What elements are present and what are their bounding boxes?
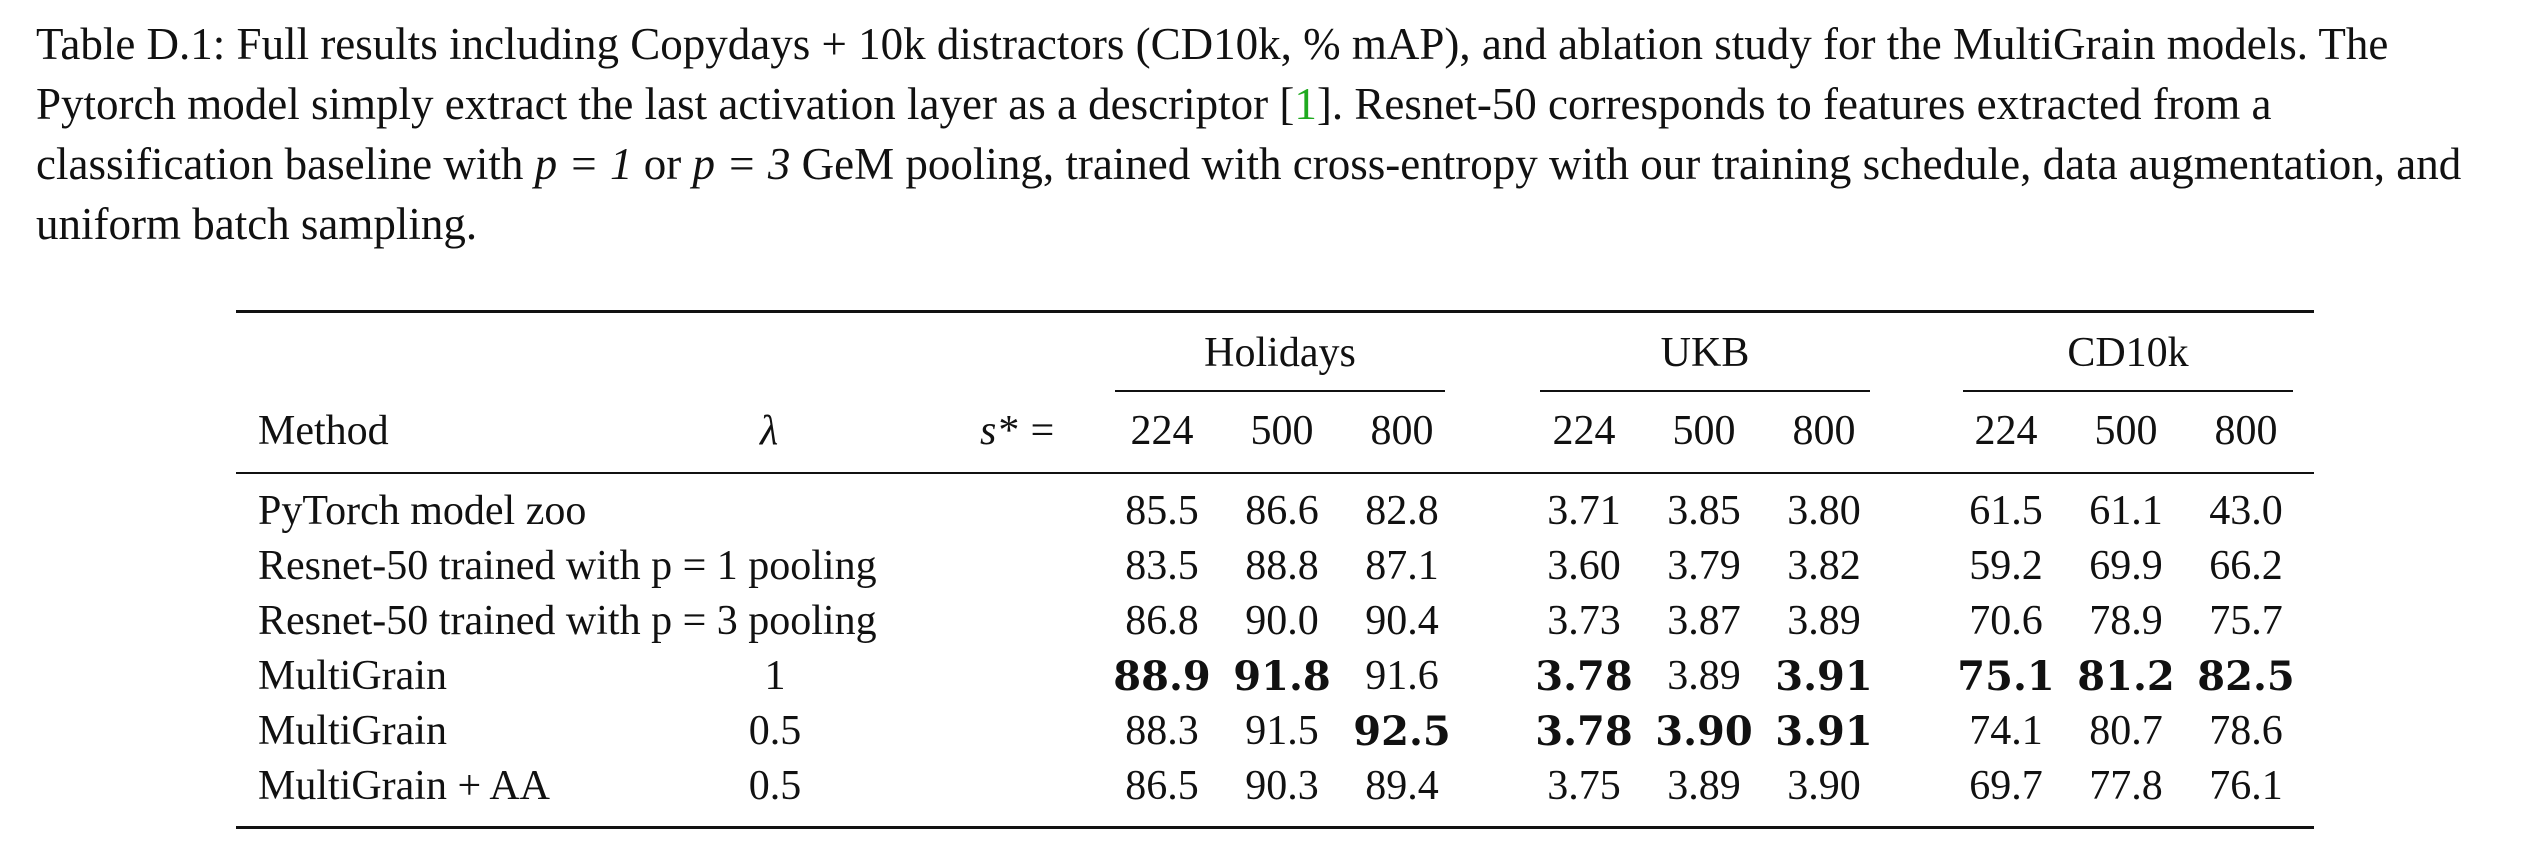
value-cell: 3.60: [1547, 543, 1621, 589]
s-star-header: s* =: [980, 408, 1057, 454]
value-cell: 69.9: [2089, 543, 2163, 589]
group-header-cd10k: CD10k: [2067, 330, 2189, 376]
size-header: 500: [2094, 408, 2158, 454]
value-cell: 3.80: [1787, 488, 1861, 534]
bottom-rule: [236, 826, 2314, 829]
caption-text-2: ]. Resnet-50 corresponds to features ext…: [36, 79, 2272, 189]
group-header-ukb: UKB: [1660, 330, 1750, 376]
value-cell: 91.8: [1233, 653, 1331, 700]
lambda-cell: 0.5: [748, 708, 802, 754]
method-cell: MultiGrain: [258, 653, 447, 699]
value-cell: 85.5: [1125, 488, 1199, 534]
value-cell: 74.1: [1969, 708, 2043, 754]
value-cell: 82.5: [2197, 653, 2295, 700]
value-cell: 77.8: [2089, 763, 2163, 809]
size-header: 224: [1974, 408, 2038, 454]
cmidrule-ukb: [1540, 390, 1870, 392]
value-cell: 3.71: [1547, 488, 1621, 534]
value-cell: 86.5: [1125, 763, 1199, 809]
value-cell: 92.5: [1353, 708, 1451, 755]
size-header: 800: [1792, 408, 1856, 454]
value-cell: 75.7: [2209, 598, 2283, 644]
size-header: 500: [1672, 408, 1736, 454]
value-cell: 3.89: [1667, 653, 1741, 699]
mid-rule: [236, 472, 2314, 474]
size-header: 800: [1370, 408, 1434, 454]
caption-formula-p1: p = 1: [534, 139, 633, 189]
citation-link[interactable]: 1: [1294, 79, 1317, 129]
caption-formula-p3: p = 3: [692, 139, 791, 189]
method-header: Method: [258, 408, 389, 454]
top-rule: [236, 310, 2314, 313]
value-cell: 82.8: [1365, 488, 1439, 534]
cmidrule-cd10k: [1963, 390, 2293, 392]
value-cell: 3.78: [1535, 708, 1633, 755]
value-cell: 3.89: [1667, 763, 1741, 809]
value-cell: 66.2: [2209, 543, 2283, 589]
value-cell: 3.91: [1775, 653, 1873, 700]
value-cell: 88.8: [1245, 543, 1319, 589]
value-cell: 3.85: [1667, 488, 1741, 534]
value-cell: 76.1: [2209, 763, 2283, 809]
size-header: 224: [1552, 408, 1616, 454]
value-cell: 3.89: [1787, 598, 1861, 644]
size-header: 500: [1250, 408, 1314, 454]
method-cell: PyTorch model zoo: [258, 488, 587, 534]
value-cell: 91.6: [1365, 653, 1439, 699]
value-cell: 78.6: [2209, 708, 2283, 754]
value-cell: 83.5: [1125, 543, 1199, 589]
value-cell: 61.1: [2089, 488, 2163, 534]
value-cell: 88.9: [1113, 653, 1211, 700]
value-cell: 90.4: [1365, 598, 1439, 644]
value-cell: 3.78: [1535, 653, 1633, 700]
value-cell: 59.2: [1969, 543, 2043, 589]
size-header: 800: [2214, 408, 2278, 454]
value-cell: 80.7: [2089, 708, 2163, 754]
method-cell: MultiGrain: [258, 708, 447, 754]
method-cell: Resnet-50 trained with p = 1 pooling: [258, 543, 877, 589]
table-caption: Table D.1: Full results including Copyda…: [36, 14, 2516, 254]
value-cell: 43.0: [2209, 488, 2283, 534]
value-cell: 75.1: [1957, 653, 2055, 700]
value-cell: 3.82: [1787, 543, 1861, 589]
method-cell: Resnet-50 trained with p = 3 pooling: [258, 598, 877, 644]
caption-text-3: GeM pooling, trained with cross-entropy …: [36, 139, 2462, 249]
value-cell: 86.6: [1245, 488, 1319, 534]
caption-text-1: Table D.1: Full results including Copyda…: [36, 19, 2389, 129]
value-cell: 87.1: [1365, 543, 1439, 589]
value-cell: 61.5: [1969, 488, 2043, 534]
value-cell: 3.75: [1547, 763, 1621, 809]
method-cell: MultiGrain + AA: [258, 763, 551, 809]
caption-text-or: or: [632, 139, 693, 189]
value-cell: 86.8: [1125, 598, 1199, 644]
value-cell: 78.9: [2089, 598, 2163, 644]
group-header-holidays: Holidays: [1204, 330, 1356, 376]
value-cell: 91.5: [1245, 708, 1319, 754]
value-cell: 89.4: [1365, 763, 1439, 809]
size-header: 224: [1130, 408, 1194, 454]
value-cell: 90.0: [1245, 598, 1319, 644]
value-cell: 3.91: [1775, 708, 1873, 755]
value-cell: 90.3: [1245, 763, 1319, 809]
value-cell: 3.90: [1655, 708, 1753, 755]
value-cell: 69.7: [1969, 763, 2043, 809]
value-cell: 81.2: [2077, 653, 2175, 700]
value-cell: 3.90: [1787, 763, 1861, 809]
value-cell: 70.6: [1969, 598, 2043, 644]
lambda-cell: 1: [764, 653, 786, 699]
value-cell: 3.79: [1667, 543, 1741, 589]
lambda-header: λ: [760, 408, 779, 454]
cmidrule-holidays: [1115, 390, 1445, 392]
value-cell: 88.3: [1125, 708, 1199, 754]
value-cell: 3.87: [1667, 598, 1741, 644]
value-cell: 3.73: [1547, 598, 1621, 644]
lambda-cell: 0.5: [748, 763, 802, 809]
